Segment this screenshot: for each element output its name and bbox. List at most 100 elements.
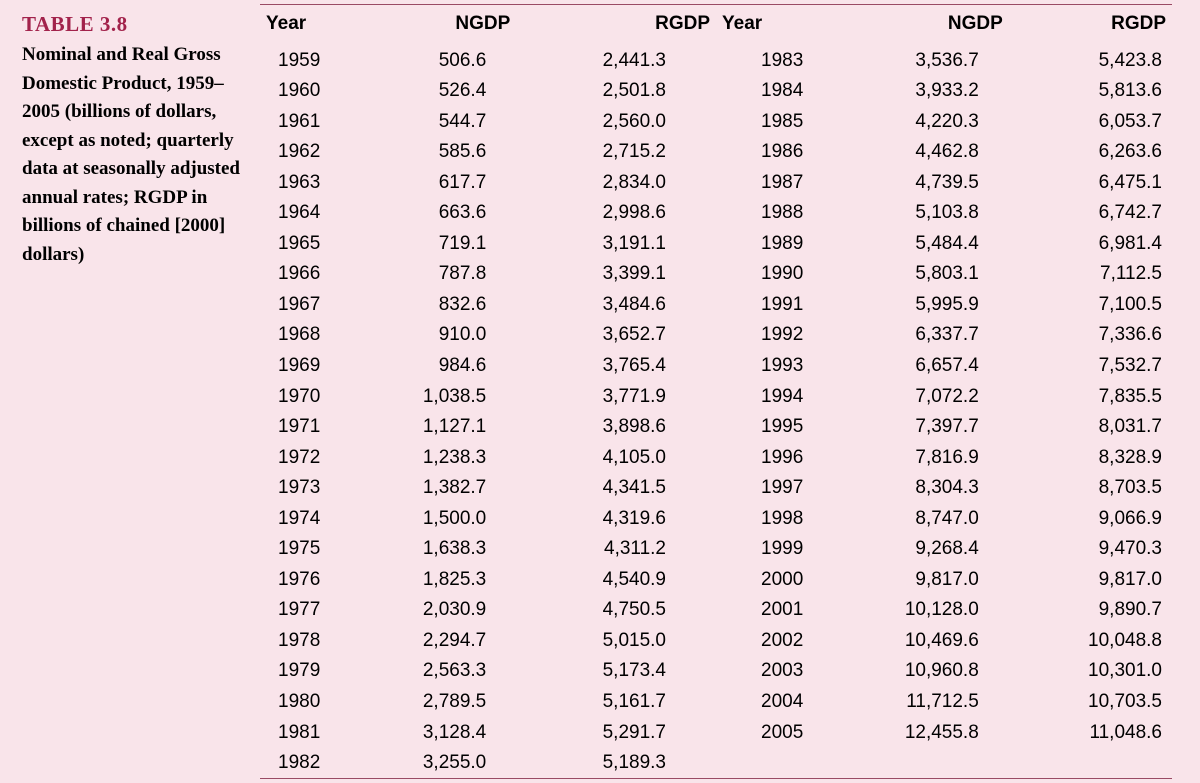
table-row: 200110,128.09,890.7 [716,595,1172,626]
cell-rgdp: 7,100.5 [1009,289,1172,320]
cell-ngdp: 9,817.0 [809,564,1009,595]
table-row: 19957,397.78,031.7 [716,412,1172,443]
cell-year: 1992 [716,320,809,351]
cell-rgdp: 3,399.1 [516,259,716,290]
cell-rgdp: 3,191.1 [516,228,716,259]
cell-ngdp: 6,337.7 [809,320,1009,351]
cell-ngdp: 5,103.8 [809,198,1009,229]
table-row: 1960526.42,501.8 [260,76,716,107]
cell-year: 1968 [260,320,350,351]
table-row: 200512,455.811,048.6 [716,717,1172,748]
table-columns: Year NGDP RGDP 1959506.62,441.31960526.4… [260,5,1172,778]
cell-rgdp: 4,319.6 [516,503,716,534]
cell-ngdp: 4,220.3 [809,106,1009,137]
table-block-left: Year NGDP RGDP 1959506.62,441.31960526.4… [260,5,716,778]
cell-ngdp: 8,304.3 [809,473,1009,504]
cell-ngdp: 526.4 [350,76,516,107]
col-rgdp: RGDP [1009,5,1172,45]
cell-rgdp: 5,015.0 [516,625,716,656]
cell-ngdp: 1,038.5 [350,381,516,412]
cell-year: 1977 [260,595,350,626]
table-row: 19947,072.27,835.5 [716,381,1172,412]
table-row: 19885,103.86,742.7 [716,198,1172,229]
table-row: 19701,038.53,771.9 [260,381,716,412]
table-row: 19731,382.74,341.5 [260,473,716,504]
cell-rgdp: 5,291.7 [516,717,716,748]
data-table-left: Year NGDP RGDP 1959506.62,441.31960526.4… [260,5,716,778]
cell-year: 1976 [260,564,350,595]
table-row: 1967832.63,484.6 [260,289,716,320]
col-year: Year [260,5,350,45]
col-year: Year [716,5,809,45]
table-row: 19833,536.75,423.8 [716,45,1172,76]
cell-year: 1987 [716,167,809,198]
cell-rgdp: 4,105.0 [516,442,716,473]
cell-year: 1962 [260,137,350,168]
cell-ngdp: 4,739.5 [809,167,1009,198]
cell-ngdp: 6,657.4 [809,350,1009,381]
table-header-row: Year NGDP RGDP [716,5,1172,45]
cell-rgdp: 7,835.5 [1009,381,1172,412]
table-header-row: Year NGDP RGDP [260,5,716,45]
table-row: 1959506.62,441.3 [260,45,716,76]
cell-year: 2005 [716,717,809,748]
cell-rgdp: 5,189.3 [516,748,716,779]
cell-rgdp: 4,540.9 [516,564,716,595]
cell-ngdp: 9,268.4 [809,534,1009,565]
cell-ngdp: 1,382.7 [350,473,516,504]
cell-year: 1993 [716,350,809,381]
cell-year: 1984 [716,76,809,107]
cell-rgdp: 2,501.8 [516,76,716,107]
cell-rgdp: 5,161.7 [516,686,716,717]
cell-ngdp: 663.6 [350,198,516,229]
cell-ngdp: 585.6 [350,137,516,168]
table-row: 19999,268.49,470.3 [716,534,1172,565]
cell-ngdp: 506.6 [350,45,516,76]
cell-ngdp: 1,825.3 [350,564,516,595]
cell-ngdp: 1,638.3 [350,534,516,565]
cell-year: 1996 [716,442,809,473]
cell-ngdp: 787.8 [350,259,516,290]
cell-ngdp: 2,030.9 [350,595,516,626]
cell-year: 1980 [260,686,350,717]
cell-ngdp: 5,995.9 [809,289,1009,320]
cell-rgdp: 2,441.3 [516,45,716,76]
table-row: 19874,739.56,475.1 [716,167,1172,198]
cell-ngdp: 10,128.0 [809,595,1009,626]
cell-year: 2001 [716,595,809,626]
cell-ngdp: 11,712.5 [809,686,1009,717]
cell-ngdp: 8,747.0 [809,503,1009,534]
cell-year: 1974 [260,503,350,534]
cell-year: 1960 [260,76,350,107]
cell-year: 1990 [716,259,809,290]
cell-year: 2003 [716,656,809,687]
cell-rgdp: 9,470.3 [1009,534,1172,565]
cell-rgdp: 7,112.5 [1009,259,1172,290]
cell-rgdp: 7,336.6 [1009,320,1172,351]
table-description: Nominal and Real Gross Domestic Product,… [22,41,240,269]
cell-rgdp: 8,031.7 [1009,412,1172,443]
cell-year: 2000 [716,564,809,595]
cell-year: 1964 [260,198,350,229]
table-number: TABLE 3.8 [22,12,240,37]
cell-ngdp: 910.0 [350,320,516,351]
table-row: 1968910.03,652.7 [260,320,716,351]
table-row: 19741,500.04,319.6 [260,503,716,534]
cell-rgdp: 6,742.7 [1009,198,1172,229]
cell-rgdp: 7,532.7 [1009,350,1172,381]
cell-rgdp: 2,834.0 [516,167,716,198]
cell-ngdp: 10,960.8 [809,656,1009,687]
cell-year: 1982 [260,748,350,779]
cell-year: 1966 [260,259,350,290]
cell-year: 1981 [260,717,350,748]
cell-ngdp: 2,294.7 [350,625,516,656]
bottom-rule [260,778,1172,779]
table-row: 20009,817.09,817.0 [716,564,1172,595]
table-row: 19761,825.34,540.9 [260,564,716,595]
cell-rgdp: 6,053.7 [1009,106,1172,137]
cell-rgdp: 10,301.0 [1009,656,1172,687]
cell-ngdp: 2,563.3 [350,656,516,687]
cell-year: 1999 [716,534,809,565]
cell-ngdp: 4,462.8 [809,137,1009,168]
cell-year: 1994 [716,381,809,412]
